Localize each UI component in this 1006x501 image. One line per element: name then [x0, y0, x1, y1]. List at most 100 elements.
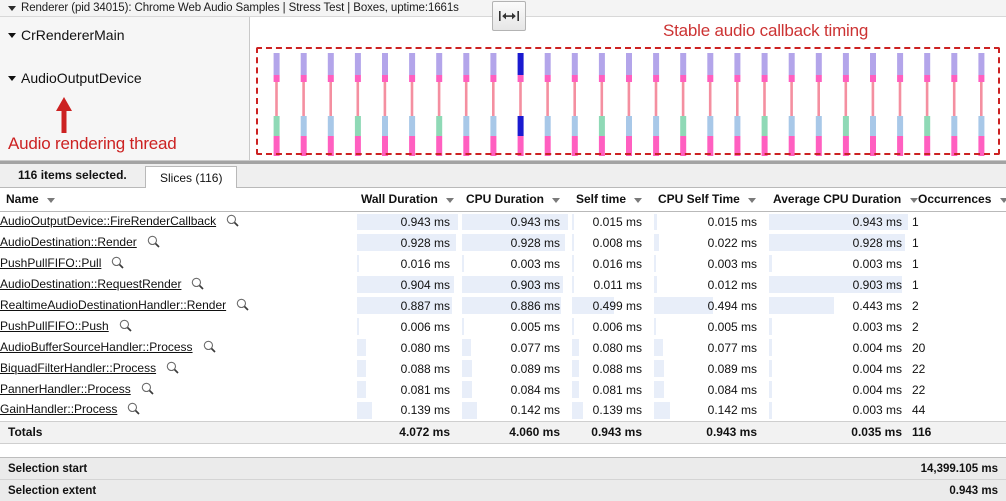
sort-descending-icon[interactable] — [446, 197, 455, 203]
slice-bar[interactable] — [463, 75, 470, 82]
slice-bar[interactable] — [870, 75, 876, 82]
horizontal-resize-handle[interactable] — [492, 1, 526, 31]
slice-bar[interactable] — [761, 116, 768, 136]
slice-bar[interactable] — [437, 82, 441, 116]
slice-bar[interactable] — [761, 75, 768, 82]
slice-bar[interactable] — [654, 82, 658, 116]
magnifier-icon[interactable] — [147, 235, 160, 251]
slice-bar[interactable] — [354, 116, 361, 136]
slice-bar[interactable] — [571, 75, 578, 82]
slice-name-link[interactable]: AudioDestination::Render — [0, 234, 137, 249]
magnifier-icon[interactable] — [203, 340, 216, 356]
slice-bar[interactable] — [463, 136, 470, 156]
slice-bar[interactable] — [327, 53, 334, 75]
slice-bar[interactable] — [436, 75, 443, 82]
magnifier-icon[interactable] — [226, 214, 239, 230]
slice-bar[interactable] — [490, 53, 497, 75]
slice-bar[interactable] — [571, 116, 578, 136]
slice-bar[interactable] — [842, 53, 849, 75]
slice-bar[interactable] — [680, 75, 687, 82]
column-header-average-cpu-duration[interactable]: Average CPU Duration — [767, 188, 918, 212]
slice-bar[interactable] — [815, 53, 822, 75]
slice-bar[interactable] — [707, 53, 714, 75]
slice-bar[interactable] — [815, 136, 822, 156]
slice-bar[interactable] — [978, 116, 985, 136]
triangle-down-icon[interactable] — [8, 32, 16, 38]
slice-bar[interactable] — [763, 82, 766, 116]
slice-bar[interactable] — [815, 116, 822, 136]
slice-bar[interactable] — [680, 136, 687, 156]
table-row[interactable]: RealtimeAudioDestinationHandler::Render 0… — [0, 295, 1006, 316]
slice-bar[interactable] — [626, 116, 632, 136]
slice-bar[interactable] — [788, 136, 795, 156]
slice-bar[interactable] — [952, 82, 956, 116]
slice-bar[interactable] — [409, 136, 416, 156]
slice-bar[interactable] — [382, 75, 388, 82]
slice-bar[interactable] — [409, 75, 416, 82]
slice-name-link[interactable]: GainHandler::Process — [0, 402, 118, 417]
slice-bar[interactable] — [273, 75, 280, 82]
triangle-down-icon[interactable] — [8, 5, 16, 11]
column-header-cpu-self-time[interactable]: CPU Self Time — [652, 188, 767, 212]
slice-bar[interactable] — [517, 116, 524, 136]
slice-bar[interactable] — [356, 82, 360, 116]
slice-bar[interactable] — [924, 116, 931, 136]
slice-bar[interactable] — [653, 53, 660, 75]
slice-name-link[interactable]: AudioBufferSourceHandler::Process — [0, 339, 193, 354]
slice-bar[interactable] — [544, 53, 551, 75]
slice-bar[interactable] — [870, 116, 876, 136]
slice-bar[interactable] — [653, 75, 660, 82]
slice-bar[interactable] — [708, 82, 712, 116]
magnifier-icon[interactable] — [191, 277, 205, 293]
slice-bar[interactable] — [761, 136, 768, 156]
slice-bar[interactable] — [978, 136, 985, 156]
slice-bar[interactable] — [897, 53, 904, 75]
slice-bar[interactable] — [300, 75, 307, 82]
slice-bar[interactable] — [734, 116, 741, 136]
slice-bar[interactable] — [544, 75, 551, 82]
slice-bar[interactable] — [681, 82, 685, 116]
slice-bar[interactable] — [598, 53, 605, 75]
slice-name-link[interactable]: PushPullFIFO::Push — [0, 318, 109, 333]
slice-bar[interactable] — [327, 75, 334, 82]
slice-bar[interactable] — [492, 82, 495, 116]
slice-name-link[interactable]: PannerHandler::Process — [0, 381, 131, 396]
slice-bar[interactable] — [815, 75, 822, 82]
slice-bar[interactable] — [300, 136, 307, 156]
slice-bar[interactable] — [544, 116, 551, 136]
slice-bar[interactable] — [490, 75, 497, 82]
slice-track-render[interactable] — [251, 17, 1006, 161]
table-row[interactable]: AudioBufferSourceHandler::Process 0.080 m… — [0, 337, 1006, 358]
magnifier-icon[interactable] — [236, 298, 249, 314]
slice-bar[interactable] — [897, 136, 904, 156]
sort-descending-icon[interactable] — [634, 197, 643, 203]
slice-bar[interactable] — [870, 53, 876, 75]
cell-name[interactable]: AudioOutputDevice::FireRenderCallback — [0, 211, 355, 232]
slice-bar[interactable] — [519, 82, 522, 116]
table-row[interactable]: AudioDestination::RequestRender 0.904 ms 0… — [0, 274, 1006, 295]
magnifier-icon[interactable] — [111, 256, 124, 272]
column-header-occurrences[interactable]: Occurrences — [912, 188, 1006, 212]
slice-bar[interactable] — [626, 75, 632, 82]
slice-bar[interactable] — [273, 136, 280, 156]
slice-bar[interactable] — [680, 116, 687, 136]
cell-name[interactable]: BiquadFilterHandler::Process — [0, 358, 355, 379]
slice-bar[interactable] — [463, 53, 470, 75]
slice-bar[interactable] — [300, 53, 307, 75]
slice-bar[interactable] — [978, 75, 985, 82]
slice-bar[interactable] — [842, 75, 849, 82]
sidebar-item-crrenderermain[interactable]: CrRendererMain — [0, 23, 124, 47]
slice-bar[interactable] — [598, 116, 605, 136]
slice-bar[interactable] — [951, 53, 958, 75]
slice-bar[interactable] — [463, 116, 470, 136]
slice-bar[interactable] — [546, 82, 549, 116]
slice-bar[interactable] — [924, 75, 931, 82]
slice-bar[interactable] — [382, 116, 388, 136]
timeline-canvas[interactable] — [251, 17, 1006, 161]
slice-bar[interactable] — [761, 53, 768, 75]
slice-bar[interactable] — [842, 116, 849, 136]
slice-bar[interactable] — [653, 116, 660, 136]
slice-bar[interactable] — [354, 53, 361, 75]
slice-bar[interactable] — [327, 116, 334, 136]
slice-bar[interactable] — [598, 136, 605, 156]
